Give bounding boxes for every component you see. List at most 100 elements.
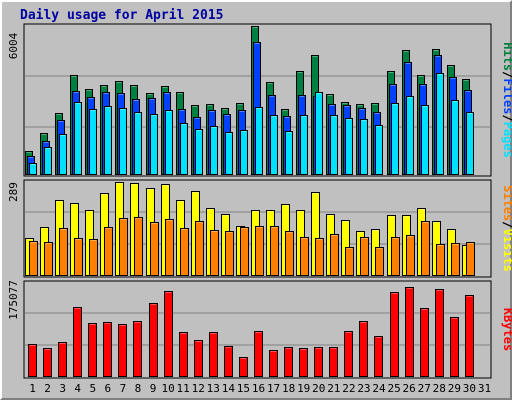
hits-pages-bar [104, 106, 112, 175]
visits-sites-bar [375, 247, 384, 276]
visits-sites-bar [210, 230, 219, 276]
x-tick-label: 29 [448, 382, 461, 395]
x-tick-label: 3 [59, 382, 66, 395]
kbytes-kbytes-bar [254, 331, 263, 377]
x-tick-label: 1 [29, 382, 36, 395]
svg-text:KBytes: KBytes [501, 308, 512, 351]
kbytes-kbytes-bar [269, 350, 278, 377]
kbytes-kbytes-bar [465, 295, 474, 377]
visits-sites-bar [150, 222, 159, 276]
hits-pages-bar [44, 147, 52, 175]
x-tick-label: 17 [267, 382, 280, 395]
visits-sites-bar [255, 226, 264, 276]
hits-legend: Hits/Files/Pages [501, 42, 512, 158]
x-tick-label: 4 [74, 382, 81, 395]
visits-sites-bar [421, 221, 430, 276]
x-tick-label: 31 [478, 382, 491, 395]
kbytes-kbytes-bar [73, 307, 82, 377]
visits-sites-bar [119, 218, 128, 276]
hits-pages-bar [436, 73, 444, 175]
hits-pages-bar [29, 163, 37, 175]
kbytes-kbytes-bar [390, 292, 399, 377]
x-tick-label: 30 [463, 382, 476, 395]
hits-pages-bar [74, 102, 82, 175]
kbytes-kbytes-bar [374, 336, 383, 377]
x-tick-label: 5 [89, 382, 96, 395]
kbytes-kbytes-bar [209, 332, 218, 377]
hits-pages-bar [330, 115, 338, 175]
kbytes-kbytes-bar [224, 346, 233, 377]
hits-pages-bar [375, 125, 383, 175]
visits-sites-bar [300, 237, 309, 276]
hits-pages-bar [89, 109, 97, 175]
x-tick-label: 16 [252, 382, 265, 395]
x-tick-label: 26 [403, 382, 416, 395]
kbytes-kbytes-bar [344, 331, 353, 377]
hits-pages-bar [180, 123, 188, 175]
kbytes-kbytes-bar [88, 323, 97, 377]
x-tick-label: 22 [342, 382, 355, 395]
hits-pages-bar [315, 92, 323, 175]
x-tick-label: 18 [282, 382, 295, 395]
kbytes-kbytes-bar [28, 344, 37, 377]
visits-ytick-label: 289 [7, 182, 20, 202]
hits-pages-bar [466, 112, 474, 175]
hits-pages-bar [225, 132, 233, 175]
x-tick-label: 13 [207, 382, 220, 395]
kbytes-kbytes-bar [450, 317, 459, 377]
visits-sites-bar [315, 238, 324, 276]
visits-sites-bar [330, 234, 339, 276]
x-tick-label: 2 [44, 382, 51, 395]
hits-pages-bar [285, 131, 293, 175]
visits-sites-bar [391, 237, 400, 276]
kbytes-kbytes-bar [133, 321, 142, 377]
kbytes-kbytes-bar [284, 347, 293, 377]
kbytes-kbytes-bar [329, 347, 338, 377]
hits-legend-files: Files [501, 78, 512, 114]
visits-legend-sites: Sites [501, 185, 512, 221]
hits-pages-bar [195, 129, 203, 175]
hits-pages-bar [119, 108, 127, 175]
visits-sites-bar [345, 247, 354, 276]
kbytes-kbytes-bar [179, 332, 188, 377]
visits-sites-bar [436, 244, 445, 276]
visits-sites-bar [406, 235, 415, 276]
hits-pages-bar [134, 112, 142, 175]
visits-sites-bar [29, 241, 38, 276]
x-tick-label: 14 [222, 382, 236, 395]
hits-pages-bar [240, 130, 248, 175]
visits-sites-bar [165, 219, 174, 276]
visits-sites-bar [134, 217, 143, 276]
visits-sites-bar [466, 242, 475, 276]
kbytes-kbytes-bar [435, 289, 444, 377]
hits-pages-bar [150, 114, 158, 175]
visits-sites-bar [44, 242, 53, 276]
visits-sites-bar [180, 228, 189, 276]
svg-text:Hits/Files/Pages: Hits/Files/Pages [501, 42, 512, 158]
x-tick-label: 27 [418, 382, 431, 395]
x-tick-label: 20 [312, 382, 325, 395]
kbytes-kbytes-bar [420, 308, 429, 377]
hits-ytick-label: 6004 [7, 32, 20, 59]
kbytes-kbytes-bar [405, 287, 414, 377]
hits-legend-hits: Hits [501, 42, 512, 71]
visits-sites-bar [360, 237, 369, 276]
kbytes-ytick-label: 175077 [7, 280, 20, 320]
x-tick-label: 21 [327, 382, 340, 395]
hits-pages-bar [165, 110, 173, 175]
hits-pages-bar [406, 96, 414, 175]
kbytes-kbytes-bar [194, 340, 203, 377]
kbytes-kbytes-bar [149, 303, 158, 377]
x-tick-label: 6 [105, 382, 112, 395]
visits-sites-bar [285, 231, 294, 276]
x-tick-label: 25 [387, 382, 400, 395]
visits-sites-bar [59, 228, 68, 276]
visits-legend: Sites/Visits [501, 185, 512, 272]
x-tick-label: 7 [120, 382, 127, 395]
hits-pages-bar [270, 115, 278, 175]
kbytes-kbytes-bar [43, 348, 52, 377]
x-tick-label: 15 [237, 382, 250, 395]
visits-legend-visits: Visits [501, 229, 512, 272]
x-tick-label: 11 [177, 382, 190, 395]
